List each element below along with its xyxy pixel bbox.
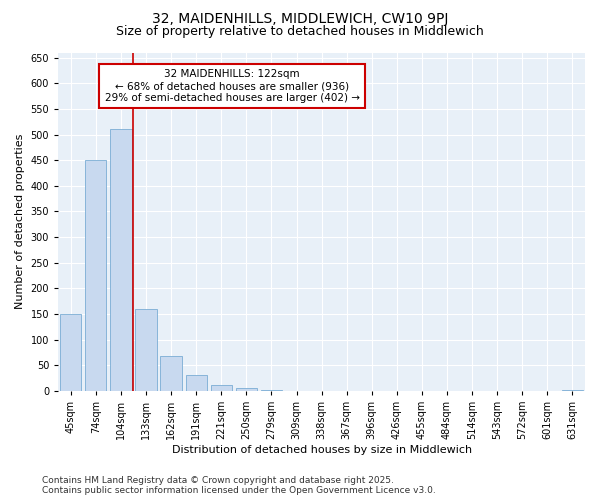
Text: Size of property relative to detached houses in Middlewich: Size of property relative to detached ho… bbox=[116, 25, 484, 38]
Bar bbox=[185, 374, 207, 391]
Bar bbox=[136, 309, 157, 391]
Bar bbox=[60, 314, 82, 391]
Bar bbox=[261, 390, 282, 391]
Bar bbox=[236, 388, 257, 391]
Text: 32, MAIDENHILLS, MIDDLEWICH, CW10 9PJ: 32, MAIDENHILLS, MIDDLEWICH, CW10 9PJ bbox=[152, 12, 448, 26]
Bar bbox=[110, 130, 131, 391]
Y-axis label: Number of detached properties: Number of detached properties bbox=[15, 134, 25, 310]
Text: 32 MAIDENHILLS: 122sqm
← 68% of detached houses are smaller (936)
29% of semi-de: 32 MAIDENHILLS: 122sqm ← 68% of detached… bbox=[104, 70, 359, 102]
Bar bbox=[85, 160, 106, 391]
Bar bbox=[562, 390, 583, 391]
Bar bbox=[160, 356, 182, 391]
Text: Contains HM Land Registry data © Crown copyright and database right 2025.
Contai: Contains HM Land Registry data © Crown c… bbox=[42, 476, 436, 495]
Bar bbox=[211, 385, 232, 391]
X-axis label: Distribution of detached houses by size in Middlewich: Distribution of detached houses by size … bbox=[172, 445, 472, 455]
